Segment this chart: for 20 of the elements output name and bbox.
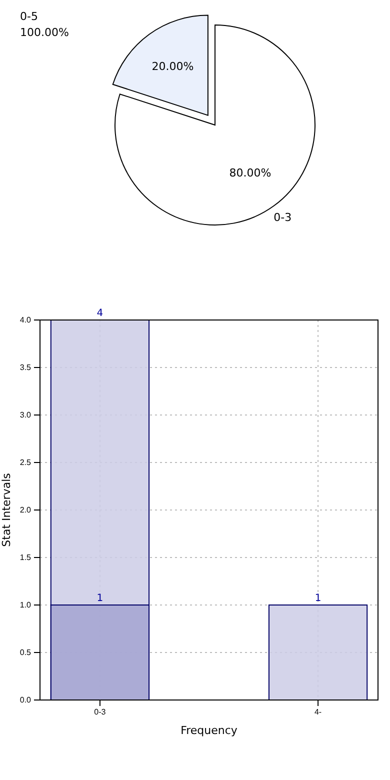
data-label: 20.00% (152, 60, 194, 73)
y-tick-label: 2.5 (20, 458, 32, 468)
y-tick-label: 0.5 (20, 648, 32, 658)
y-tick-label: 4.0 (20, 316, 32, 325)
data-label: 80.00% (229, 166, 272, 180)
y-tick-label: 1.5 (20, 553, 32, 562)
y-tick-label: 0.0 (20, 696, 32, 705)
x-axis-title: Frequency (180, 724, 238, 737)
text: 0-5 (20, 10, 38, 23)
data-label: 1 (96, 593, 104, 604)
y-axis-title: Stat Intervals (0, 472, 13, 547)
text: 100.00% (20, 26, 69, 39)
y-tick-label: 1.0 (20, 600, 32, 610)
data-label: 1 (314, 593, 322, 604)
slice-label: 0-3 (274, 211, 292, 224)
x-tick-label: 4- (314, 708, 322, 717)
y-tick-label: 3.5 (20, 363, 32, 372)
y-tick-label: 2.0 (20, 506, 32, 515)
data-label: 4 (96, 308, 104, 319)
y-tick-label: 3.0 (20, 410, 32, 420)
